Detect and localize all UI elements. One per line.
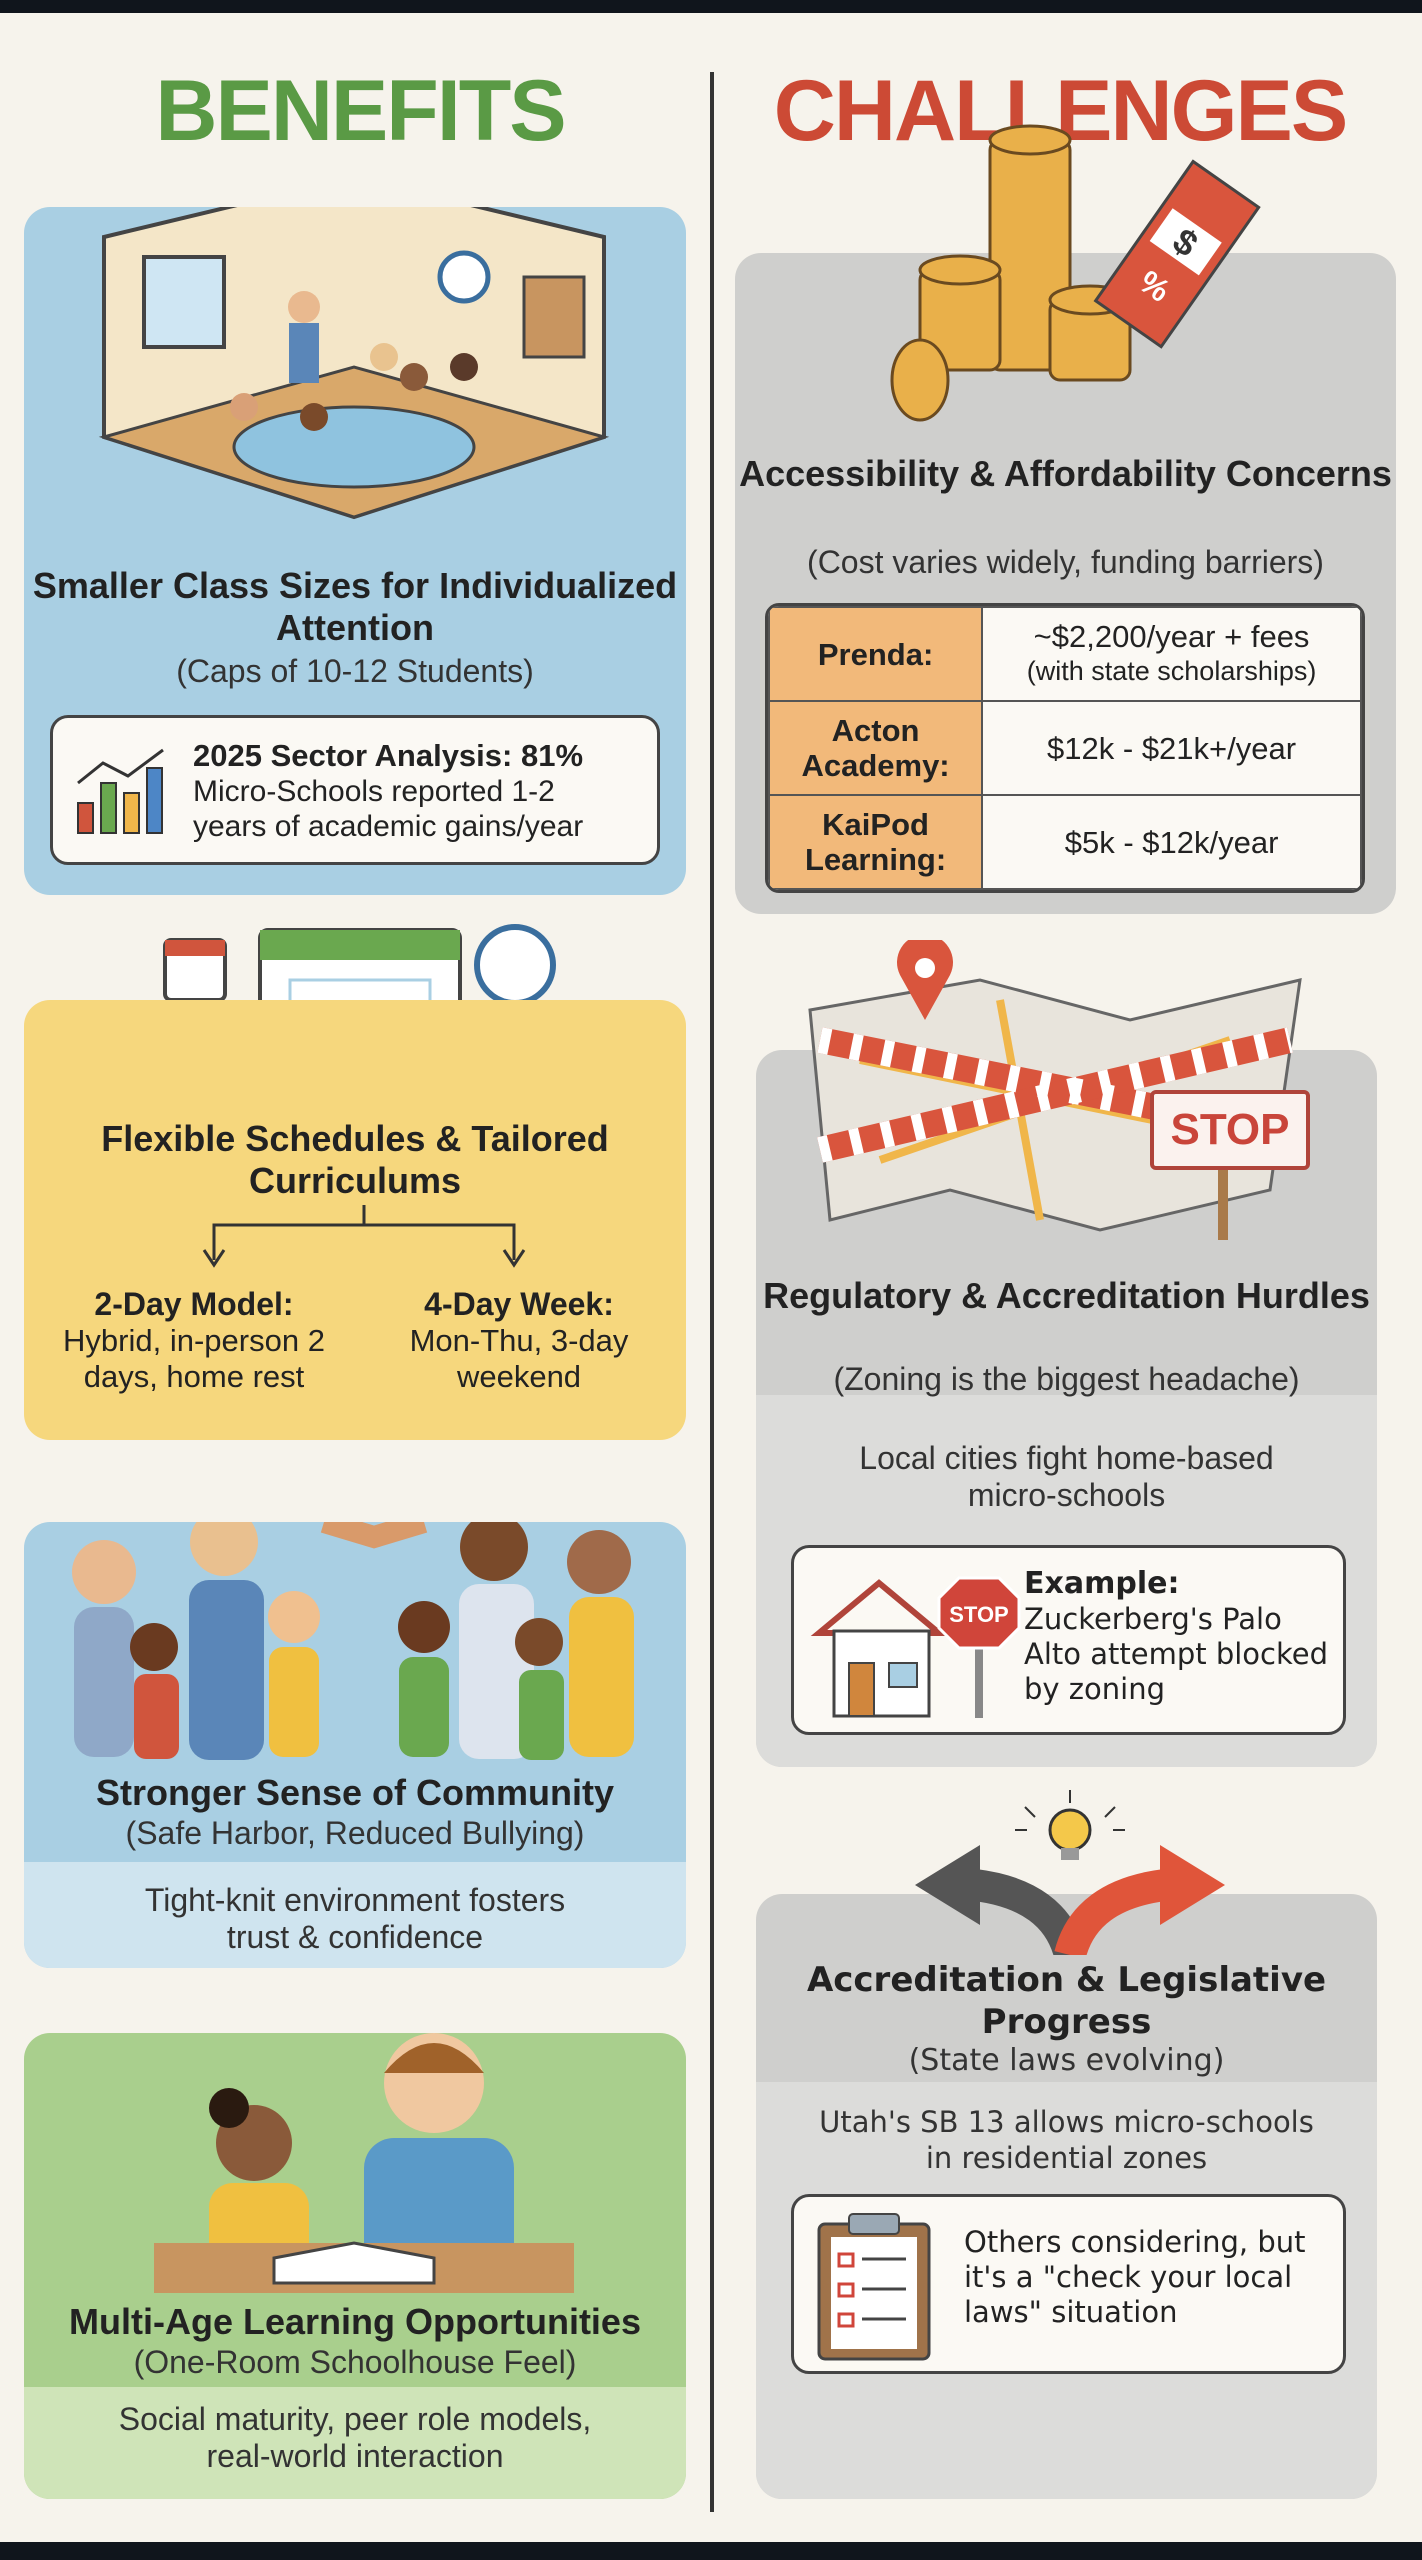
cost-row: Acton Academy: $12k - $21k+/year <box>768 700 1362 796</box>
bottom-bar <box>0 2542 1422 2560</box>
coins-price-tag-illustration: $% <box>890 124 1261 422</box>
benefit-detail: Tight-knit environment fosters trust & c… <box>144 1882 566 1955</box>
provider-price: ~$2,200/year + fees (with state scholarsh… <box>981 606 1362 702</box>
model-title: 4-Day Week: <box>424 1286 614 1322</box>
challenge-subtitle: (Zoning is the biggest headache) <box>833 1361 1300 1397</box>
clipboard-checklist-icon <box>817 2213 931 2361</box>
benefit-card-class-size: Smaller Class Sizes for Individualized A… <box>24 207 686 895</box>
cost-row: Prenda: ~$2,200/year + fees (with state sc… <box>768 606 1362 702</box>
challenge-detail: Utah's SB 13 allows micro-schools in res… <box>819 2105 1314 2175</box>
example-text: Zuckerberg's Palo Alto attempt blocked b… <box>1024 1602 1328 1706</box>
price-note: (with state scholarships) <box>1026 656 1317 686</box>
model-2-day: 2-Day Model: Hybrid, in-person 2 days, h… <box>54 1285 334 1395</box>
challenge-detail: Local cities fight home-based micro-scho… <box>859 1440 1274 1513</box>
zoning-example-callout: STOP Example: Zuckerberg's Palo Alto att… <box>791 1545 1346 1735</box>
column-divider <box>710 72 714 2512</box>
challenge-subtitle: (Cost varies widely, funding barriers) <box>807 544 1324 580</box>
check-local-laws-callout: Others considering, but it's a "check yo… <box>791 2194 1346 2374</box>
example-heading: Example: <box>1024 1566 1180 1601</box>
benefit-card-multi-age: Multi-Age Learning Opportunities (One-Ro… <box>24 2033 686 2499</box>
challenge-subtitle: (State laws evolving) <box>908 2043 1225 2078</box>
challenge-title: Accreditation & Legislative Progress <box>806 1960 1327 2042</box>
challenge-card-affordability: Accessibility & Affordability Concerns (… <box>735 253 1396 914</box>
callout-heading: 2025 Sector Analysis: 81% <box>193 738 584 773</box>
sector-analysis-callout: 2025 Sector Analysis: 81% Micro-Schools … <box>50 715 660 865</box>
stop-sign: STOP <box>1150 1090 1310 1170</box>
older-younger-students-reading-illustration <box>154 2033 574 2293</box>
provider-price: $5k - $12k/year <box>981 794 1362 890</box>
branch-arrows-icon <box>202 1205 526 1268</box>
cost-row: KaiPod Learning: $5k - $12k/year <box>768 794 1362 890</box>
challenge-title: Regulatory & Accreditation Hurdles <box>763 1275 1370 1316</box>
provider-price: $12k - $21k+/year <box>981 700 1362 796</box>
benefit-title: Flexible Schedules & Tailored Curriculum… <box>101 1118 609 1201</box>
benefit-card-community: Stronger Sense of Community (Safe Harbor… <box>24 1522 686 1968</box>
crossroads-lightbulb-illustration <box>915 1790 1225 1955</box>
callout-text: Others considering, but it's a "check yo… <box>964 2225 1306 2329</box>
svg-text:STOP: STOP <box>949 1602 1009 1627</box>
benefit-subtitle: (Safe Harbor, Reduced Bullying) <box>125 1815 585 1851</box>
provider-name: Prenda: <box>768 606 984 702</box>
house-stop-sign-icon: STOP <box>810 1576 1021 1718</box>
provider-name: KaiPod Learning: <box>768 794 984 890</box>
classroom-illustration <box>98 207 610 520</box>
benefits-heading: BENEFITS <box>155 63 566 159</box>
price: ~$2,200/year + fees <box>1033 619 1310 654</box>
benefit-card-flexible-schedules: Flexible Schedules & Tailored Curriculum… <box>24 1000 686 1440</box>
top-bar <box>0 0 1422 13</box>
families-handshake-illustration <box>72 1522 634 1760</box>
benefit-title: Multi-Age Learning Opportunities <box>69 2301 641 2342</box>
benefit-title: Stronger Sense of Community <box>95 1772 615 1813</box>
bar-chart-trend-icon <box>77 748 164 834</box>
benefit-subtitle: (One-Room Schoolhouse Feel) <box>133 2344 577 2380</box>
model-text: Hybrid, in-person 2 days, home rest <box>63 1323 325 1394</box>
provider-name: Acton Academy: <box>768 700 984 796</box>
benefit-subtitle: (Caps of 10-12 Students) <box>176 653 534 689</box>
model-title: 2-Day Model: <box>94 1286 294 1322</box>
challenge-card-legislative: Accreditation & Legislative Progress (St… <box>756 1894 1377 2499</box>
benefit-title: Smaller Class Sizes for Individualized A… <box>32 565 678 648</box>
benefit-detail: Social maturity, peer role models, real-… <box>118 2401 592 2474</box>
cost-table: Prenda: ~$2,200/year + fees (with state sc… <box>765 603 1365 893</box>
model-4-day: 4-Day Week: Mon-Thu, 3-day weekend <box>384 1285 654 1395</box>
callout-text: Micro-Schools reported 1-2 years of acad… <box>193 775 584 843</box>
challenge-title: Accessibility & Affordability Concerns <box>739 453 1392 494</box>
model-text: Mon-Thu, 3-day weekend <box>409 1323 629 1394</box>
